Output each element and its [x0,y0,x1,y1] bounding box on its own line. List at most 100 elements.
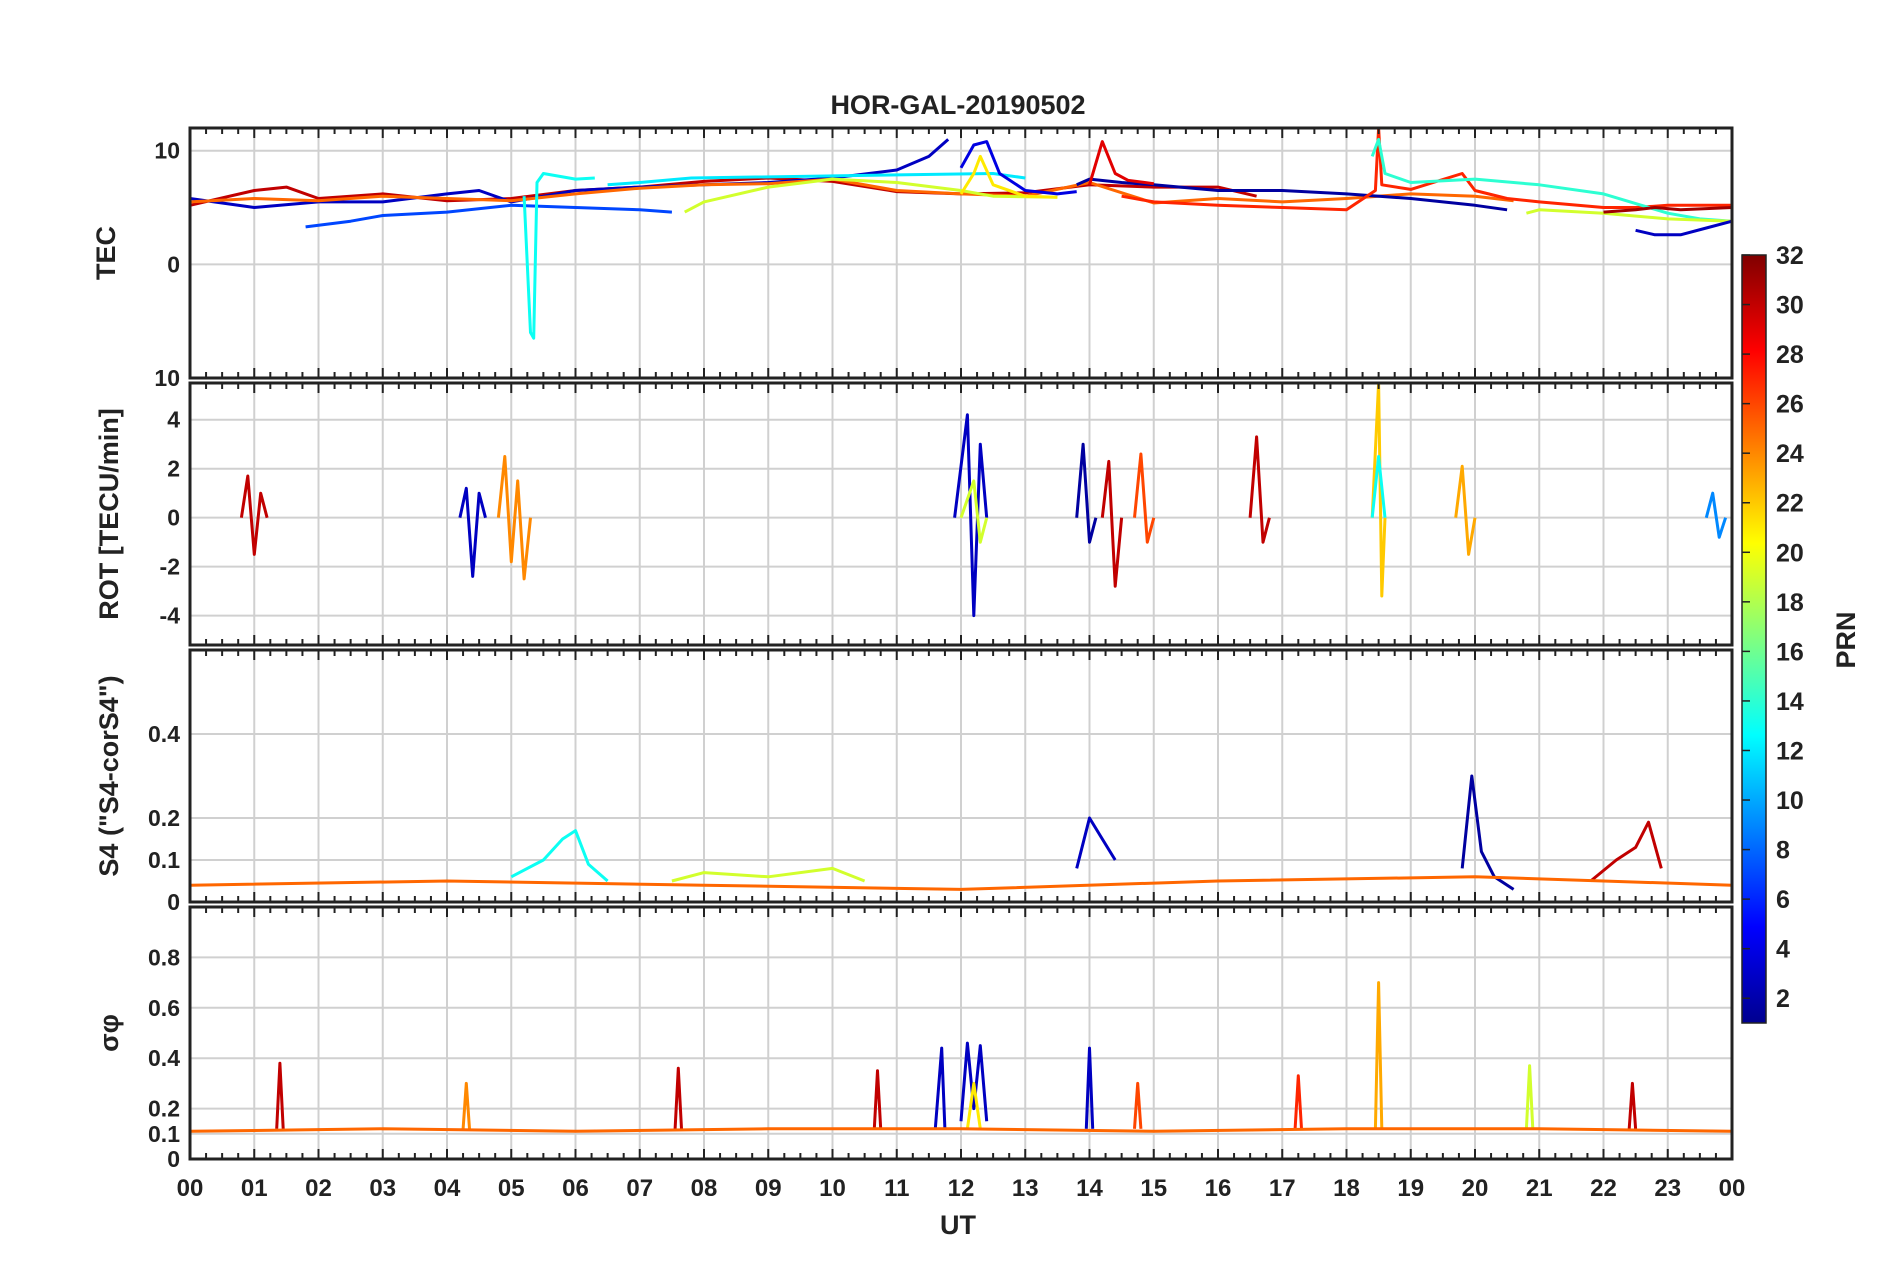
y-tick-label: 10 [154,138,180,164]
colorbar-tick-label: 18 [1776,589,1804,617]
x-tick-label: 00 [1719,1175,1746,1202]
series-line-prn-3 [1084,1046,1095,1129]
y-tick-label: 0.6 [148,995,180,1021]
y-tick-label: 2 [167,456,180,482]
series-line-prn-25 [189,875,1733,891]
series-line-prn-3 [933,1046,947,1129]
panel-sigma_phi: 0.8 0.6 0.4 0.20.10 σφ [94,905,1734,1172]
x-tick-label: 12 [948,1175,975,1202]
series-line-prn-30 [239,474,269,556]
colorbar-label: PRN [1831,611,1861,668]
series-line-prn-21 [959,154,1058,199]
x-tick-label: 21 [1526,1175,1553,1202]
series-line-prn-27 [1121,126,1732,212]
colorbar-tick-label: 12 [1776,737,1804,765]
series-line-prn-2 [1075,442,1098,544]
series-line-prn-19 [683,177,1058,214]
x-tick-label: 05 [498,1175,525,1202]
series-line-prn-7 [305,203,673,229]
panel-tec: 10 0 10 TEC [91,126,1734,391]
series-line-prn-30 [1100,459,1124,588]
x-tick-label: 23 [1654,1175,1681,1202]
x-axis-label: UT [940,1210,976,1240]
chart-title: HOR-GAL-20190502 [830,90,1085,120]
colorbar-tick-label: 24 [1776,440,1804,468]
y-tick-label: 0.4 [148,721,180,747]
series-line-prn-19 [671,866,866,883]
colorbar-tick-label: 10 [1776,787,1804,815]
colorbar-tick-label: 22 [1776,490,1804,518]
series-line-prn-30 [1589,820,1663,883]
y-tick-label: 0.1 [148,1121,180,1147]
series-line-prn-3 [1635,219,1733,237]
y-tick-label: 0.1 [148,847,180,873]
series-line-prn-19 [1524,1064,1535,1129]
series-line-prn-26 [1133,452,1156,544]
y-tick-label: -4 [160,603,181,629]
y-tick-label: 0 [167,251,180,277]
colorbar-tick-label: 28 [1776,341,1804,369]
series-line-prn-30 [673,1066,683,1129]
colorbar-gradient [1741,254,1767,1024]
series-line-prn-30 [1627,1081,1638,1129]
series-line-prn-13 [1370,455,1387,518]
x-tick-label: 07 [626,1175,653,1202]
y-tick-label: 0 [167,505,180,531]
x-tick-label: 00 [177,1175,204,1202]
y-tick-label: -2 [160,554,180,580]
series-line-prn-13 [522,172,595,340]
series-line-prn-25 [189,1127,1733,1133]
colorbar-tick-label: 8 [1776,837,1790,865]
series-line-prn-30 [872,1069,883,1129]
y-axis-label: S4 ("S4-corS4") [94,675,124,876]
y-tick-label: 10 [154,365,180,391]
series-line-prn-23 [1454,464,1477,556]
y-tick-label: 0.8 [148,944,180,970]
series-line-prn-3 [458,486,487,578]
series-line-prn-14 [1370,137,1733,223]
series-line-prn-19 [959,479,989,544]
y-axis-label: ROT [TECU/min] [94,408,124,619]
x-tick-label: 04 [434,1175,461,1202]
x-tick-label: 03 [369,1175,396,1202]
colorbar-tick-label: 4 [1776,936,1790,964]
y-tick-label: 0.4 [148,1045,180,1071]
series-line-prn-3 [953,413,989,618]
x-tick-label: 01 [241,1175,268,1202]
series-line-prn-3 [1075,816,1117,869]
x-tick-label: 02 [305,1175,332,1202]
panel-s4: 0.4 0.2 0.1 0 S4 ("S4-corS4") [94,648,1734,915]
colorbar-tick-label: 6 [1776,886,1790,914]
colorbar-tick-label: 26 [1776,391,1804,419]
x-tick-label: 09 [755,1175,782,1202]
x-tick-label: 19 [1397,1175,1424,1202]
series-line-prn-22 [1370,381,1387,598]
colorbar-tick-label: 2 [1776,985,1790,1013]
x-tick-label: 11 [884,1175,909,1202]
x-tick-label: 18 [1333,1175,1360,1202]
y-tick-label: 4 [167,407,180,433]
series-line-prn-26 [1133,1081,1143,1129]
series-line-prn-30 [275,1061,285,1129]
series-line-prn-24 [461,1081,471,1129]
series-line-prn-13 [510,829,609,883]
colorbar-tick-label: 32 [1776,242,1804,270]
x-tick-label: 22 [1590,1175,1617,1202]
x-tick-label: 20 [1462,1175,1489,1202]
x-axis: 00 01 02 03 04 05 06 07 08 09 10 11 12 13 14 15 16 17 18 19… [177,1175,1746,1202]
y-axis-label: σφ [94,1014,124,1052]
colorbar-tick-label: 14 [1776,688,1804,716]
series-line-prn-24 [496,455,532,581]
series-line-prn-27 [1293,1074,1303,1129]
y-tick-label: 0 [167,1146,180,1172]
colorbar-tick-label: 20 [1776,539,1804,567]
x-tick-label: 17 [1269,1175,1296,1202]
series-line-prn-23 [1373,981,1384,1129]
x-tick-label: 14 [1076,1175,1103,1202]
series-line-prn-25 [189,177,1514,205]
x-tick-label: 16 [1205,1175,1232,1202]
series-line-prn-9 [1704,491,1728,539]
x-tick-label: 10 [819,1175,846,1202]
